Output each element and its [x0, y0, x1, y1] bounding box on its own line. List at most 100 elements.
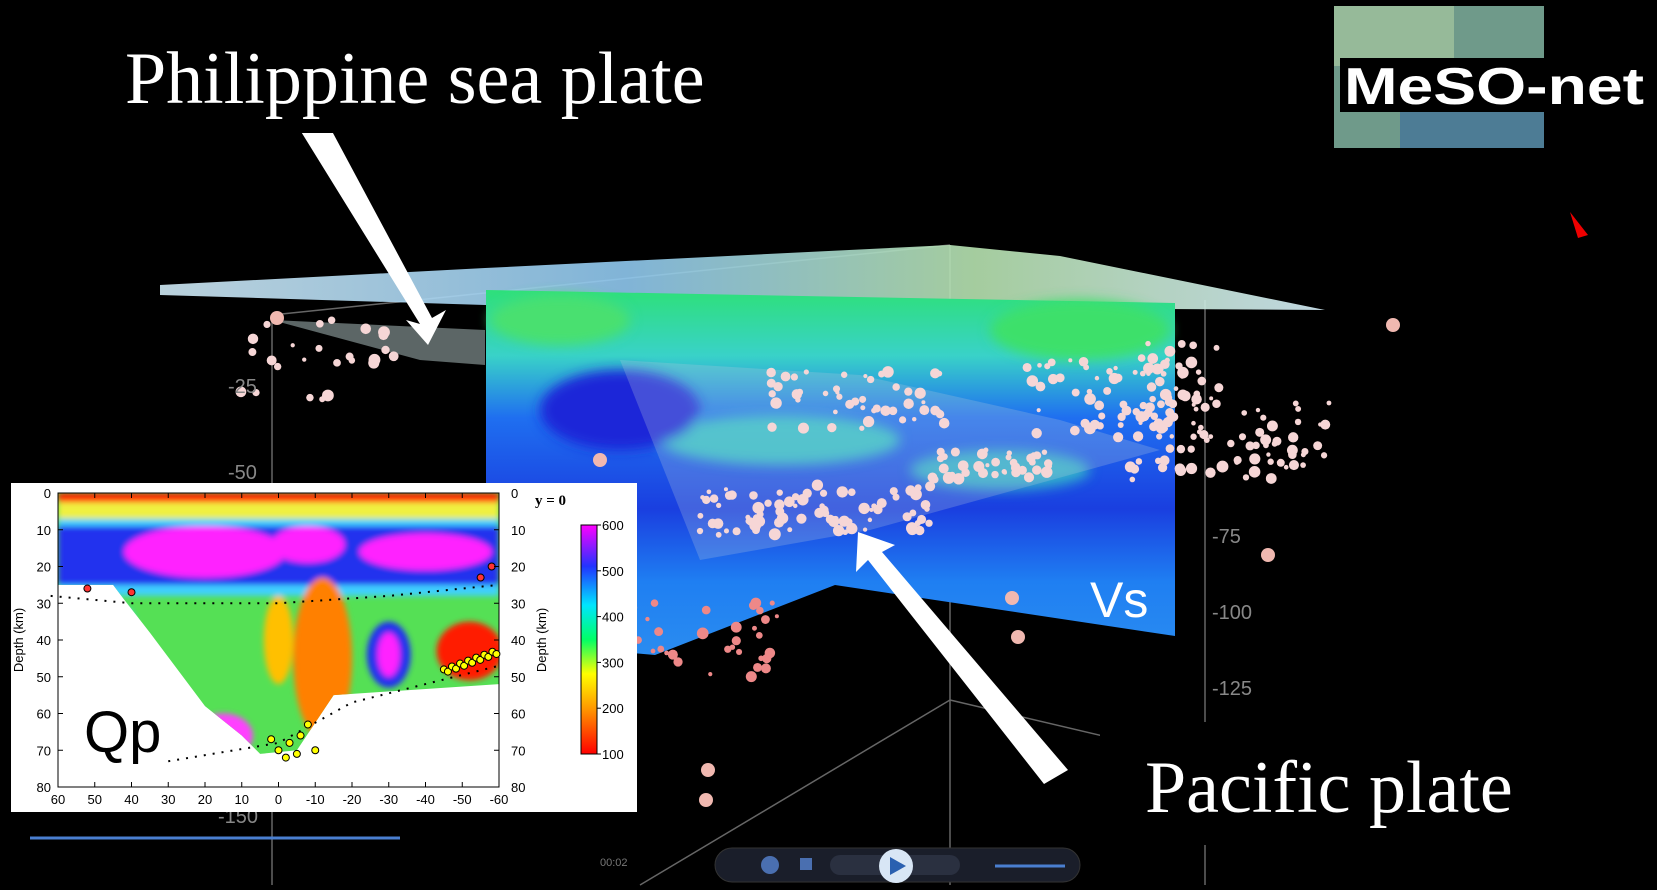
earthquake	[1284, 465, 1289, 470]
stop-button[interactable]	[800, 858, 812, 870]
earthquake	[1157, 400, 1165, 408]
earthquake	[713, 518, 724, 529]
earthquake	[983, 448, 988, 453]
y-tick-label: 60	[37, 707, 51, 722]
earthquake	[777, 489, 783, 495]
earthquake	[1164, 346, 1175, 357]
earthquake	[1256, 408, 1260, 412]
colorbar-tick-label: 500	[602, 564, 624, 579]
earthquake	[1289, 460, 1299, 470]
earthquake	[783, 374, 787, 378]
earthquake	[1152, 364, 1163, 375]
earthquake	[1118, 422, 1124, 428]
earthquake	[1273, 437, 1282, 446]
earthquake	[909, 510, 916, 517]
earthquake	[978, 468, 988, 478]
x-tick-label: 10	[235, 792, 249, 807]
earthquake	[758, 655, 764, 661]
earthquake	[733, 527, 741, 535]
earthquake	[593, 453, 607, 467]
earthquake	[769, 528, 781, 540]
earthquake	[892, 383, 899, 390]
y-tick-label: 30	[511, 596, 525, 611]
earthquake	[921, 400, 925, 404]
y-tick-label: 40	[37, 633, 51, 648]
earthquake	[915, 388, 926, 399]
x-tick-label: -30	[379, 792, 398, 807]
event	[84, 585, 91, 592]
earthquake	[1234, 459, 1239, 464]
earthquake	[842, 530, 848, 536]
earthquake	[710, 494, 718, 502]
earthquake	[699, 793, 713, 807]
earthquake	[1140, 402, 1147, 409]
earthquake	[1249, 453, 1260, 464]
earthquake	[833, 516, 839, 522]
y-tick-label: 60	[511, 707, 525, 722]
earthquake	[378, 326, 390, 338]
earthquake	[873, 404, 881, 412]
earthquake	[1166, 444, 1175, 453]
earthquake	[890, 487, 898, 495]
earthquake	[939, 418, 950, 429]
earthquake	[1197, 377, 1206, 386]
x-tick-label: -10	[306, 792, 325, 807]
earthquake	[724, 487, 728, 491]
earthquake	[1301, 452, 1306, 457]
earthquake	[316, 320, 324, 328]
earthquake	[1145, 341, 1150, 346]
heat-blob	[264, 596, 293, 684]
earthquake	[820, 490, 827, 497]
earthquake	[1196, 369, 1201, 374]
earthquake	[863, 374, 867, 378]
earthquake	[769, 390, 776, 397]
earthquake	[792, 493, 799, 500]
earthquake	[912, 417, 916, 421]
earthquake	[756, 607, 764, 615]
earthquake	[767, 379, 776, 388]
inset-label: Qp	[84, 700, 161, 765]
event	[477, 574, 484, 581]
earthquake	[904, 388, 912, 396]
earthquake	[1288, 450, 1297, 459]
earthquake	[716, 503, 721, 508]
event	[268, 736, 275, 743]
earthquake	[1149, 422, 1158, 431]
earthquake	[837, 486, 848, 497]
earthquake	[775, 614, 779, 618]
earthquake	[787, 527, 792, 532]
earthquake	[839, 516, 850, 527]
earthquake	[821, 509, 829, 517]
earthquake	[1114, 374, 1123, 383]
earthquake	[1170, 434, 1174, 438]
x-tick-label: 0	[275, 792, 282, 807]
earthquake	[841, 372, 847, 378]
earthquake	[770, 601, 775, 606]
earthquake	[1209, 396, 1213, 400]
earthquake	[858, 503, 869, 514]
earthquake	[961, 469, 969, 477]
event	[293, 750, 300, 757]
earthquake	[1138, 354, 1146, 362]
logo-text: MeSO-net	[1344, 58, 1644, 116]
earthquake	[860, 405, 865, 410]
earthquake	[1199, 430, 1208, 439]
y-axis-label: Depth (km)	[11, 608, 26, 672]
heat-blob	[378, 633, 400, 677]
earthquake	[1320, 420, 1330, 430]
earthquake	[991, 458, 1000, 467]
earthquake	[863, 416, 874, 427]
colorbar-tick-label: 100	[602, 747, 624, 762]
y-tick-label: 50	[511, 670, 525, 685]
inset-title: y = 0	[535, 493, 566, 509]
earthquake	[1130, 464, 1139, 473]
x-tick-label: 60	[51, 792, 65, 807]
earthquake	[1321, 452, 1327, 458]
button[interactable]	[761, 856, 779, 874]
earthquake	[1386, 318, 1400, 332]
earthquake	[835, 390, 839, 394]
event	[312, 747, 319, 754]
slice-label: Vs	[1090, 572, 1148, 628]
earthquake	[1295, 419, 1301, 425]
earthquake	[871, 503, 877, 509]
